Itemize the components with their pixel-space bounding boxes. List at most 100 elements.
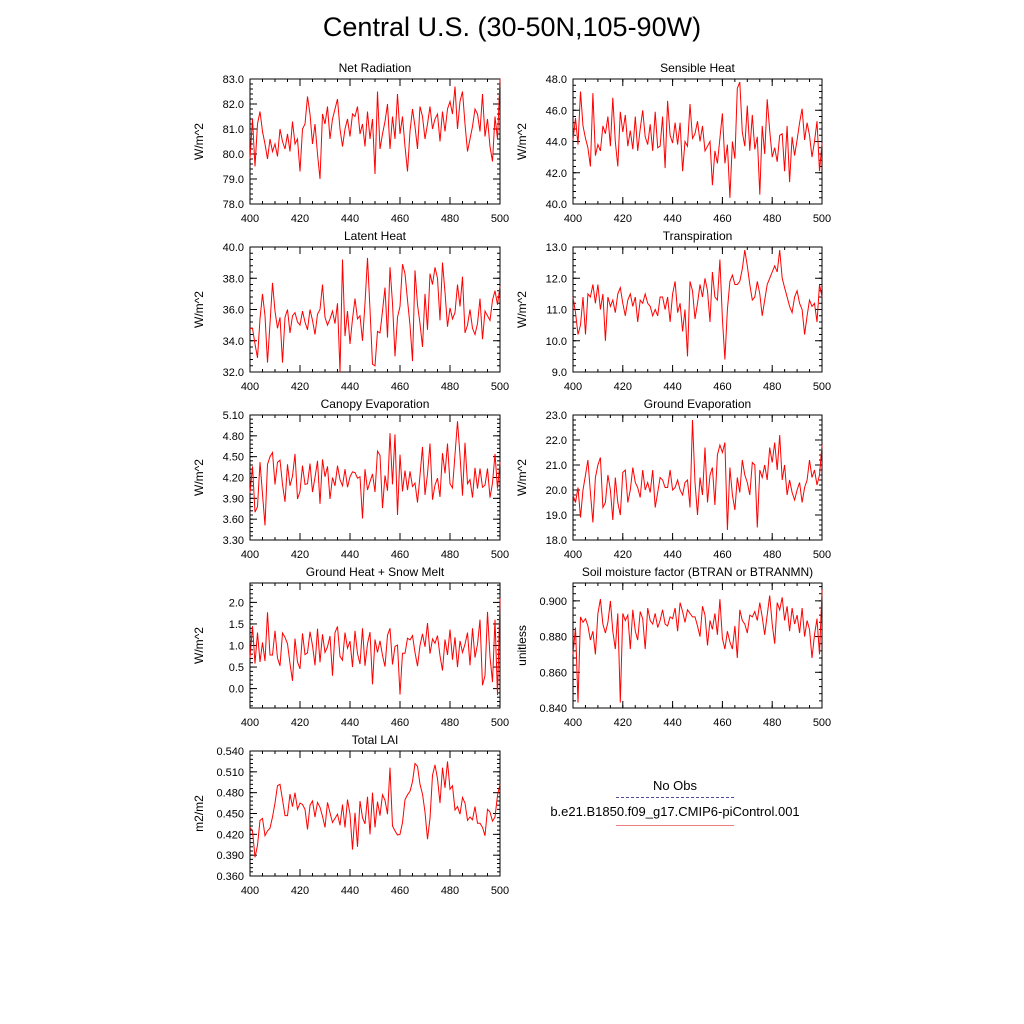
y-axis-label: W/m^2 [192, 123, 206, 160]
y-tick-label: 40.0 [546, 199, 567, 211]
x-tick-label: 400 [241, 717, 259, 729]
y-tick-label: 11.0 [546, 305, 567, 317]
chart-title: Ground Heat + Snow Melt [306, 565, 445, 579]
y-tick-label: 0.360 [216, 871, 244, 883]
chart-title: Canopy Evaporation [321, 397, 430, 411]
y-axis-label: W/m^2 [192, 627, 206, 664]
y-tick-label: 2.0 [229, 597, 244, 609]
series-line-total-lai [249, 761, 501, 858]
x-tick-label: 400 [564, 381, 582, 393]
y-tick-label: 0.5 [229, 662, 244, 674]
panel-latent-heat: Latent Heat W/m^2 400 420 440 460 480 500 32.0 34… [192, 229, 509, 393]
panel-net-radiation: Net Radiation W/m^2 400 420 440 460 480 500 78.0… [192, 61, 509, 225]
x-tick-label: 480 [441, 381, 459, 393]
x-tick-label: 400 [241, 381, 259, 393]
chart-title: Net Radiation [339, 61, 412, 75]
y-axis-label: W/m^2 [515, 123, 529, 160]
x-tick-label: 440 [663, 381, 681, 393]
series-line-ground-evaporation [572, 419, 823, 531]
y-tick-label: 3.60 [223, 514, 244, 526]
y-tick-label: 0.540 [216, 746, 244, 758]
panel-ground-evaporation: Ground Evaporation W/m^2 400 420 440 460 480 50… [515, 397, 831, 561]
series-line-sensible-heat [572, 81, 823, 198]
x-tick-label: 420 [291, 549, 309, 561]
x-tick-label: 500 [491, 213, 509, 225]
series-line-transpiration [572, 250, 823, 360]
x-tick-label: 500 [491, 381, 509, 393]
y-tick-label: 22.0 [546, 435, 567, 447]
y-tick-label: 20.0 [546, 485, 567, 497]
panel-total-lai: Total LAI m2/m2 400 420 440 460 480 500 0.360 0.3… [192, 733, 509, 897]
panel-transpiration: Transpiration W/m^2 400 420 440 460 480 500 9.0 1… [515, 229, 831, 393]
y-tick-label: 32.0 [223, 367, 244, 379]
plot-frame [572, 246, 823, 373]
x-tick-label: 500 [813, 213, 831, 225]
x-tick-label: 400 [241, 549, 259, 561]
y-tick-label: 83.0 [223, 74, 244, 86]
x-tick-label: 420 [614, 381, 632, 393]
y-tick-label: 13.0 [546, 242, 567, 254]
x-tick-label: 400 [564, 717, 582, 729]
y-tick-label: 4.50 [223, 452, 244, 464]
y-axis-label: W/m^2 [192, 459, 206, 496]
y-tick-label: 1.0 [229, 641, 244, 653]
y-tick-label: 0.480 [216, 788, 244, 800]
x-tick-label: 400 [564, 549, 582, 561]
chart-title: Ground Evaporation [644, 397, 751, 411]
page-title: Central U.S. (30-50N,105-90W) [322, 12, 702, 42]
x-tick-label: 460 [713, 213, 731, 225]
y-tick-label: 23.0 [546, 410, 567, 422]
x-tick-label: 480 [441, 549, 459, 561]
y-tick-label: 36.0 [223, 305, 244, 317]
x-tick-label: 440 [663, 213, 681, 225]
x-tick-label: 500 [813, 381, 831, 393]
x-tick-label: 500 [491, 717, 509, 729]
y-tick-label: 0.860 [539, 667, 567, 679]
x-tick-label: 500 [813, 549, 831, 561]
y-tick-label: 3.90 [223, 493, 244, 505]
x-tick-label: 400 [241, 213, 259, 225]
y-tick-label: 1.5 [229, 619, 244, 631]
chart-title: Latent Heat [344, 229, 407, 243]
x-tick-label: 500 [491, 885, 509, 897]
series-line-net-radiation [249, 78, 501, 180]
y-tick-label: 12.0 [546, 273, 567, 285]
x-tick-label: 420 [291, 381, 309, 393]
y-axis-label: W/m^2 [515, 459, 529, 496]
x-tick-label: 460 [713, 549, 731, 561]
chart-title: Sensible Heat [660, 61, 735, 75]
y-tick-label: 0.0 [229, 684, 244, 696]
y-tick-label: 4.20 [223, 473, 244, 485]
y-tick-label: 10.0 [546, 336, 567, 348]
x-tick-label: 500 [491, 549, 509, 561]
y-tick-label: 0.420 [216, 829, 244, 841]
x-tick-label: 420 [614, 549, 632, 561]
legend-obs-line [616, 797, 734, 798]
y-tick-label: 5.10 [223, 410, 244, 422]
y-tick-label: 0.390 [216, 850, 244, 862]
x-tick-label: 480 [763, 717, 781, 729]
x-tick-label: 480 [763, 381, 781, 393]
y-tick-label: 21.0 [546, 460, 567, 472]
plot-frame [572, 414, 823, 541]
x-tick-label: 480 [441, 885, 459, 897]
x-tick-label: 440 [341, 885, 359, 897]
series-line-canopy-evaporation [249, 421, 501, 526]
y-tick-label: 44.0 [546, 137, 567, 149]
x-tick-label: 420 [291, 717, 309, 729]
series-line-ground-heat-snow-melt [249, 598, 501, 696]
y-axis-label: m2/m2 [192, 795, 206, 832]
y-tick-label: 79.0 [223, 174, 244, 186]
y-tick-label: 4.80 [223, 431, 244, 443]
legend-model-label: b.e21.B1850.f09_g17.CMIP6-piControl.001 [550, 804, 800, 819]
x-tick-label: 500 [813, 717, 831, 729]
y-tick-label: 0.900 [539, 596, 567, 608]
x-tick-label: 420 [291, 885, 309, 897]
x-tick-label: 400 [241, 885, 259, 897]
y-tick-label: 42.0 [546, 168, 567, 180]
y-axis-label: W/m^2 [515, 291, 529, 328]
x-tick-label: 440 [341, 717, 359, 729]
x-tick-label: 460 [391, 885, 409, 897]
y-axis-label: W/m^2 [192, 291, 206, 328]
y-tick-label: 81.0 [223, 124, 244, 136]
